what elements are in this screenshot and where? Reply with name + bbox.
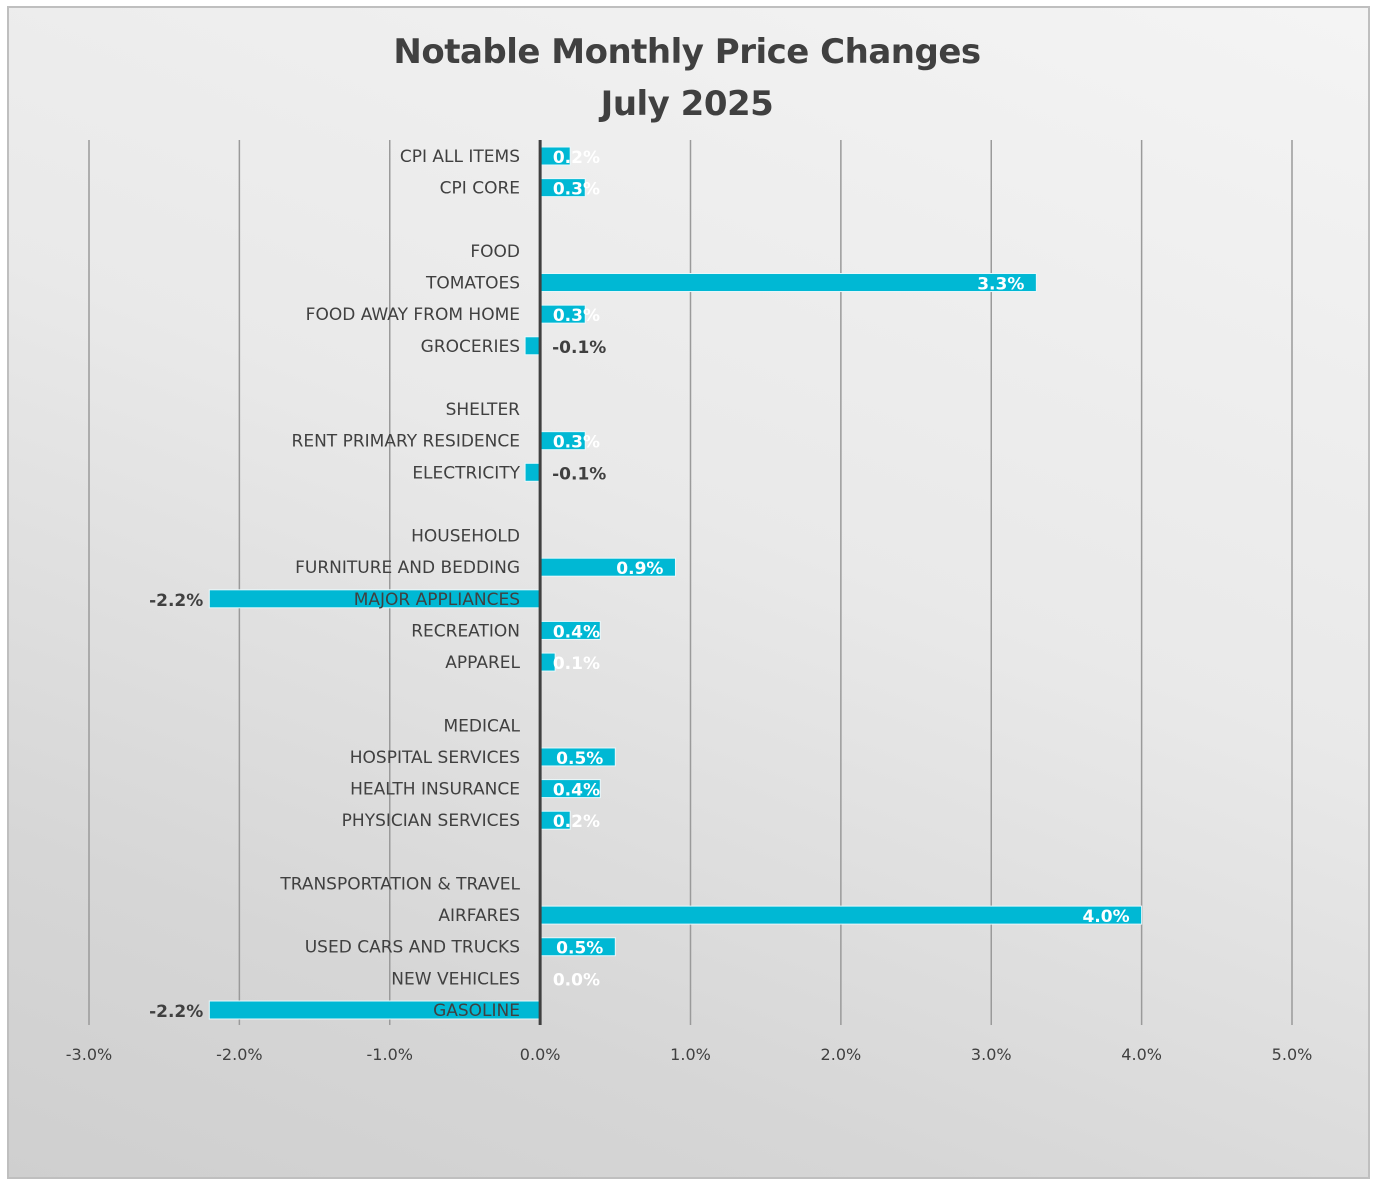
category-label: AIRFARES (438, 906, 520, 926)
data-label: 0.5% (556, 939, 603, 959)
x-tick-label: -1.0% (367, 1045, 413, 1064)
data-label: 0.4% (553, 781, 600, 801)
x-tick-label: 0.0% (520, 1045, 561, 1064)
chart-subtitle: July 2025 (600, 84, 774, 124)
category-label: CPI CORE (440, 179, 520, 199)
data-label: 3.3% (977, 275, 1024, 295)
x-tick-label: 5.0% (1272, 1045, 1313, 1064)
category-label: USED CARS AND TRUCKS (305, 938, 520, 958)
data-label: 0.2% (553, 812, 600, 832)
category-label: RENT PRIMARY RESIDENCE (292, 432, 520, 452)
data-label: 0.5% (556, 749, 603, 769)
data-label: -2.2% (149, 591, 203, 611)
category-label: NEW VEHICLES (391, 969, 520, 989)
category-label: PHYSICIAN SERVICES (342, 811, 520, 831)
category-label: SHELTER (446, 400, 521, 420)
data-label: 0.4% (553, 622, 600, 642)
data-label: 0.2% (553, 148, 600, 168)
data-label: -2.2% (149, 1002, 203, 1022)
category-label: HEALTH INSURANCE (350, 780, 520, 800)
category-label: MEDICAL (444, 716, 521, 736)
category-label: TRANSPORTATION & TRAVEL (279, 874, 520, 894)
category-label: RECREATION (411, 621, 520, 641)
category-label: HOSPITAL SERVICES (350, 748, 520, 768)
data-label: 0.3% (553, 433, 600, 453)
data-label: -0.1% (552, 338, 606, 358)
x-tick-label: 2.0% (821, 1045, 862, 1064)
category-label: CPI ALL ITEMS (400, 147, 520, 167)
category-label: ELECTRICITY (412, 463, 520, 483)
bar (524, 462, 541, 482)
data-label: 0.9% (616, 559, 663, 579)
data-label: 0.3% (553, 180, 600, 200)
data-label: -0.1% (552, 464, 606, 484)
data-label: 0.0% (553, 970, 600, 990)
data-label: 4.0% (1082, 907, 1129, 927)
bar (524, 336, 541, 356)
data-label: 0.1% (553, 654, 600, 674)
category-label: GROCERIES (421, 337, 520, 357)
bar (539, 273, 1037, 293)
category-label: GASOLINE (433, 1001, 520, 1021)
data-label: 0.3% (553, 306, 600, 326)
category-label: FURNITURE AND BEDDING (295, 558, 520, 578)
x-tick-label: 4.0% (1121, 1045, 1162, 1064)
category-label: MAJOR APPLIANCES (354, 590, 520, 610)
x-tick-label: 3.0% (971, 1045, 1012, 1064)
category-label: TOMATOES (425, 274, 520, 294)
x-tick-label: -3.0% (66, 1045, 112, 1064)
category-label: FOOD (470, 242, 520, 262)
chart-title: Notable Monthly Price Changes (393, 32, 981, 72)
category-label: HOUSEHOLD (411, 527, 520, 547)
x-tick-label: -2.0% (216, 1045, 262, 1064)
x-tick-label: 1.0% (670, 1045, 711, 1064)
bar (539, 905, 1143, 925)
category-label: APPAREL (445, 653, 520, 673)
category-label: FOOD AWAY FROM HOME (306, 305, 520, 325)
